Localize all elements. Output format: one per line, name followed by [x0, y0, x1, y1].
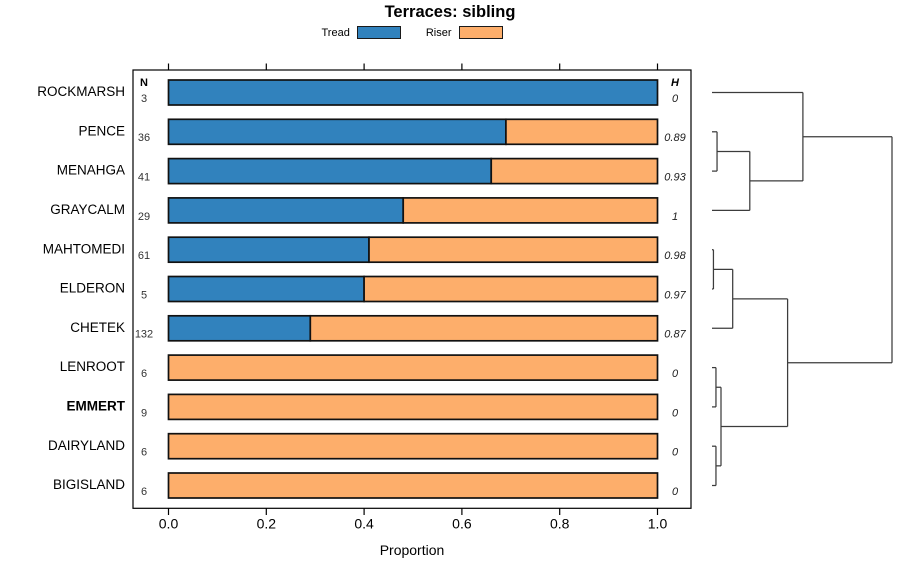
- x-axis-title: Proportion: [379, 542, 445, 558]
- row-label: GRAYCALM: [50, 202, 125, 217]
- bar-segment-riser: [363, 275, 659, 303]
- chart-title: Terraces: sibling: [384, 3, 516, 21]
- plot-box: [132, 69, 692, 509]
- legend: Tread Riser: [133, 26, 691, 39]
- bar-segment-riser: [167, 393, 659, 421]
- n-value: 5: [141, 289, 147, 301]
- bar-segment-tread: [167, 118, 507, 146]
- h-value: 1: [672, 211, 678, 223]
- h-value: 0.89: [664, 132, 685, 144]
- row-label: PENCE: [78, 123, 125, 138]
- row-label: EMMERT: [67, 398, 126, 413]
- h-value: 0.87: [664, 329, 686, 341]
- legend-swatch-riser: [458, 26, 503, 39]
- h-column-header: H: [671, 77, 680, 89]
- bar-segment-tread: [167, 79, 659, 106]
- bar-segment-riser: [402, 197, 659, 224]
- legend-label-riser: Riser: [425, 26, 452, 39]
- bar-segment-tread: [167, 314, 312, 342]
- x-axis-tick-label: 0.4: [354, 516, 374, 532]
- legend-item-riser: Riser: [426, 26, 503, 39]
- bar-segment-riser: [505, 118, 659, 146]
- row-label: MAHTOMEDI: [43, 241, 125, 256]
- row-label: BIGISLAND: [53, 477, 125, 492]
- bar-segment-tread: [167, 236, 370, 264]
- bar-segment-tread: [167, 157, 493, 185]
- h-value: 0: [672, 447, 679, 459]
- row-label: ELDERON: [60, 281, 125, 296]
- x-axis-tick-label: 0.8: [550, 516, 570, 532]
- h-value: 0: [672, 486, 679, 498]
- n-column-header: N: [140, 77, 148, 89]
- h-value: 0.93: [664, 172, 686, 184]
- row-label: DAIRYLAND: [48, 438, 125, 453]
- row-label: ROCKMARSH: [37, 84, 125, 99]
- n-value: 41: [138, 172, 150, 184]
- legend-swatch-tread: [356, 26, 401, 39]
- n-value: 29: [138, 211, 150, 223]
- bar-segment-riser: [167, 354, 659, 381]
- x-axis-tick-label: 0.2: [257, 516, 277, 532]
- h-value: 0: [672, 407, 679, 419]
- n-value: 6: [141, 486, 147, 498]
- bar-segment-riser: [167, 432, 659, 460]
- n-value: 132: [135, 329, 153, 341]
- bar-segment-riser: [368, 236, 659, 264]
- row-label: MENAHGA: [57, 163, 125, 178]
- n-value: 61: [138, 250, 150, 262]
- h-value: 0.97: [664, 289, 686, 301]
- n-value: 6: [141, 447, 147, 459]
- row-label: CHETEK: [70, 320, 125, 335]
- row-label: LENROOT: [60, 359, 125, 374]
- x-axis-tick-label: 1.0: [648, 516, 668, 532]
- h-value: 0: [672, 368, 679, 380]
- bar-segment-riser: [309, 314, 659, 342]
- h-value: 0: [672, 93, 679, 105]
- bar-segment-tread: [167, 275, 365, 303]
- n-value: 3: [141, 93, 147, 105]
- bar-segment-tread: [167, 197, 405, 224]
- n-value: 6: [141, 368, 147, 380]
- h-value: 0.98: [664, 250, 686, 262]
- bar-segment-riser: [490, 157, 659, 185]
- legend-label-tread: Tread: [321, 26, 350, 39]
- n-value: 9: [141, 407, 147, 419]
- legend-item-tread: Tread: [322, 26, 401, 39]
- bar-segment-riser: [167, 472, 659, 499]
- n-value: 36: [138, 132, 150, 144]
- x-axis-tick-label: 0.6: [452, 516, 472, 532]
- x-axis-tick-label: 0.0: [159, 516, 179, 532]
